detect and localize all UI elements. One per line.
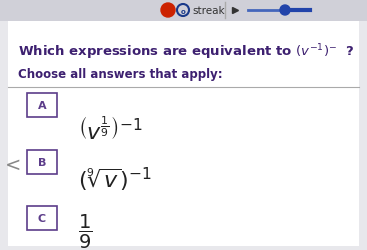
Text: $\left(\sqrt[9]{v}\right)^{-1}$: $\left(\sqrt[9]{v}\right)^{-1}$ xyxy=(78,165,152,193)
FancyBboxPatch shape xyxy=(0,0,367,22)
FancyBboxPatch shape xyxy=(27,94,57,118)
FancyBboxPatch shape xyxy=(8,22,359,246)
Text: B: B xyxy=(38,157,46,167)
Text: o: o xyxy=(181,8,185,14)
Text: C: C xyxy=(38,213,46,223)
Circle shape xyxy=(280,6,290,16)
Text: $\left(v^{\frac{1}{9}}\right)^{-1}$: $\left(v^{\frac{1}{9}}\right)^{-1}$ xyxy=(78,116,142,143)
FancyBboxPatch shape xyxy=(27,150,57,174)
Text: Choose all answers that apply:: Choose all answers that apply: xyxy=(18,68,223,81)
Text: A: A xyxy=(38,100,46,110)
Text: Which expressions are equivalent to $(v^{-1})^{-}$  ?: Which expressions are equivalent to $(v^… xyxy=(18,42,355,61)
Text: streak: streak xyxy=(192,6,225,16)
FancyBboxPatch shape xyxy=(27,206,57,230)
Text: $\dfrac{1}{9}$: $\dfrac{1}{9}$ xyxy=(78,212,92,250)
Circle shape xyxy=(161,4,175,18)
Text: <: < xyxy=(5,155,21,174)
